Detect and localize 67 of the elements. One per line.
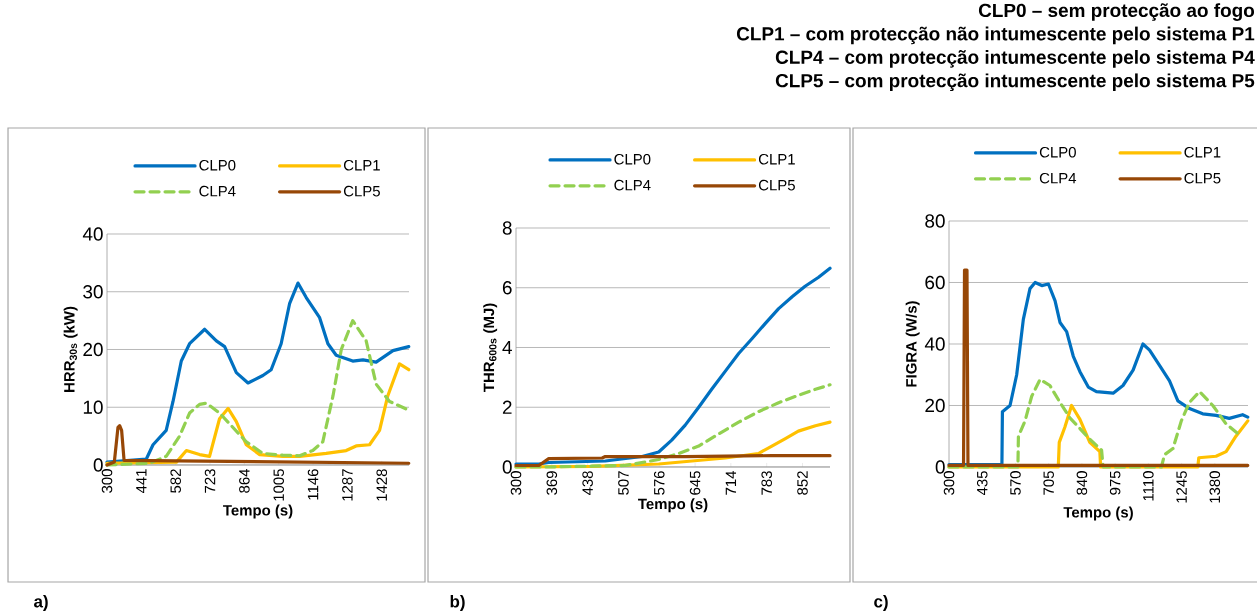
text: a) <box>34 595 48 611</box>
x-tick-label: 582 <box>170 469 181 493</box>
legend-label: CLP4 <box>1039 172 1077 184</box>
x-tick-label: 1287 <box>342 469 353 501</box>
x-tick-label: 300 <box>943 471 955 495</box>
x-tick-label: 507 <box>618 471 629 495</box>
text: CLP4 – com protecção intumescente pelo sistema P4 <box>775 50 1255 68</box>
y-tick-label: 20 <box>83 342 103 357</box>
legend-label: CLP1 <box>1184 146 1221 158</box>
y-axis-title: THR$_{600s}$ (MJ) <box>483 303 498 392</box>
x-tick-label: 1428 <box>376 469 388 501</box>
y-tick-label: 8 <box>502 221 512 235</box>
x-tick-label: 864 <box>239 468 250 493</box>
x-tick-label: 1110 <box>1143 471 1154 501</box>
text: CLP1 – com protecção não intumescente pelo sistema P1 <box>736 26 1255 45</box>
x-axis-title: Tempo (s) <box>1063 506 1133 521</box>
text: CLP5 – com protecção intumescente pelo sistema P5 <box>775 73 1255 92</box>
x-tick-label: 570 <box>1010 471 1021 495</box>
legend-label: CLP5 <box>343 185 380 197</box>
y-tick-label: 2 <box>502 400 512 414</box>
y-tick-label: 6 <box>502 281 512 295</box>
x-tick-label: 714 <box>725 470 737 495</box>
x-tick-label: 576 <box>653 471 665 495</box>
legend-label: CLP0 <box>614 153 651 165</box>
legend-label: CLP1 <box>758 153 795 165</box>
x-tick-label: 723 <box>204 469 216 493</box>
y-tick-label: 0 <box>502 460 512 474</box>
y-axis-title: FIGRA (W/s) <box>905 301 920 387</box>
y-axis-title: HRR$_{30s}$ (kW) <box>63 306 78 392</box>
legend-label: CLP4 <box>199 185 236 197</box>
x-axis-title: Tempo (s) <box>223 504 293 519</box>
x-tick-label: 645 <box>689 471 701 495</box>
x-tick-label: 783 <box>761 471 772 495</box>
y-tick-label: 20 <box>925 398 945 413</box>
x-tick-label: 1245 <box>1176 471 1187 503</box>
x-tick-label: 438 <box>582 471 593 496</box>
legend-label: CLP4 <box>614 179 651 191</box>
x-tick-label: 975 <box>1109 471 1121 495</box>
x-axis-title: Tempo (s) <box>638 498 708 513</box>
y-tick-label: 80 <box>925 214 945 228</box>
y-tick-label: 30 <box>83 285 103 299</box>
legend-label: CLP0 <box>199 159 236 171</box>
legend-label: CLP0 <box>1039 146 1076 158</box>
x-tick-label: 300 <box>510 471 522 495</box>
x-tick-label: 435 <box>976 471 988 496</box>
y-tick-label: 0 <box>935 460 945 474</box>
legend-label: CLP5 <box>758 179 795 191</box>
y-tick-label: 4 <box>502 340 512 354</box>
legend-label: CLP1 <box>343 159 380 171</box>
y-tick-label: 40 <box>924 337 945 351</box>
x-tick-label: 369 <box>546 471 558 495</box>
x-tick-label: 1380 <box>1209 471 1221 503</box>
y-tick-label: 0 <box>93 458 103 472</box>
x-tick-label: 705 <box>1043 471 1054 495</box>
text: b) <box>450 595 465 611</box>
x-tick-label: 852 <box>797 471 808 495</box>
x-tick-label: 1005 <box>273 469 284 501</box>
y-tick-label: 40 <box>82 227 103 241</box>
y-tick-label: 60 <box>925 275 945 290</box>
text: CLP0 – sem protecção ao fogo <box>978 3 1255 21</box>
y-tick-label: 10 <box>83 400 103 414</box>
x-tick-label: 441 <box>136 469 147 494</box>
x-tick-label: 840 <box>1076 471 1088 495</box>
legend-label: CLP5 <box>1184 172 1221 184</box>
x-tick-label: 1146 <box>307 469 319 500</box>
x-tick-label: 300 <box>101 469 113 493</box>
text: c) <box>874 595 888 611</box>
